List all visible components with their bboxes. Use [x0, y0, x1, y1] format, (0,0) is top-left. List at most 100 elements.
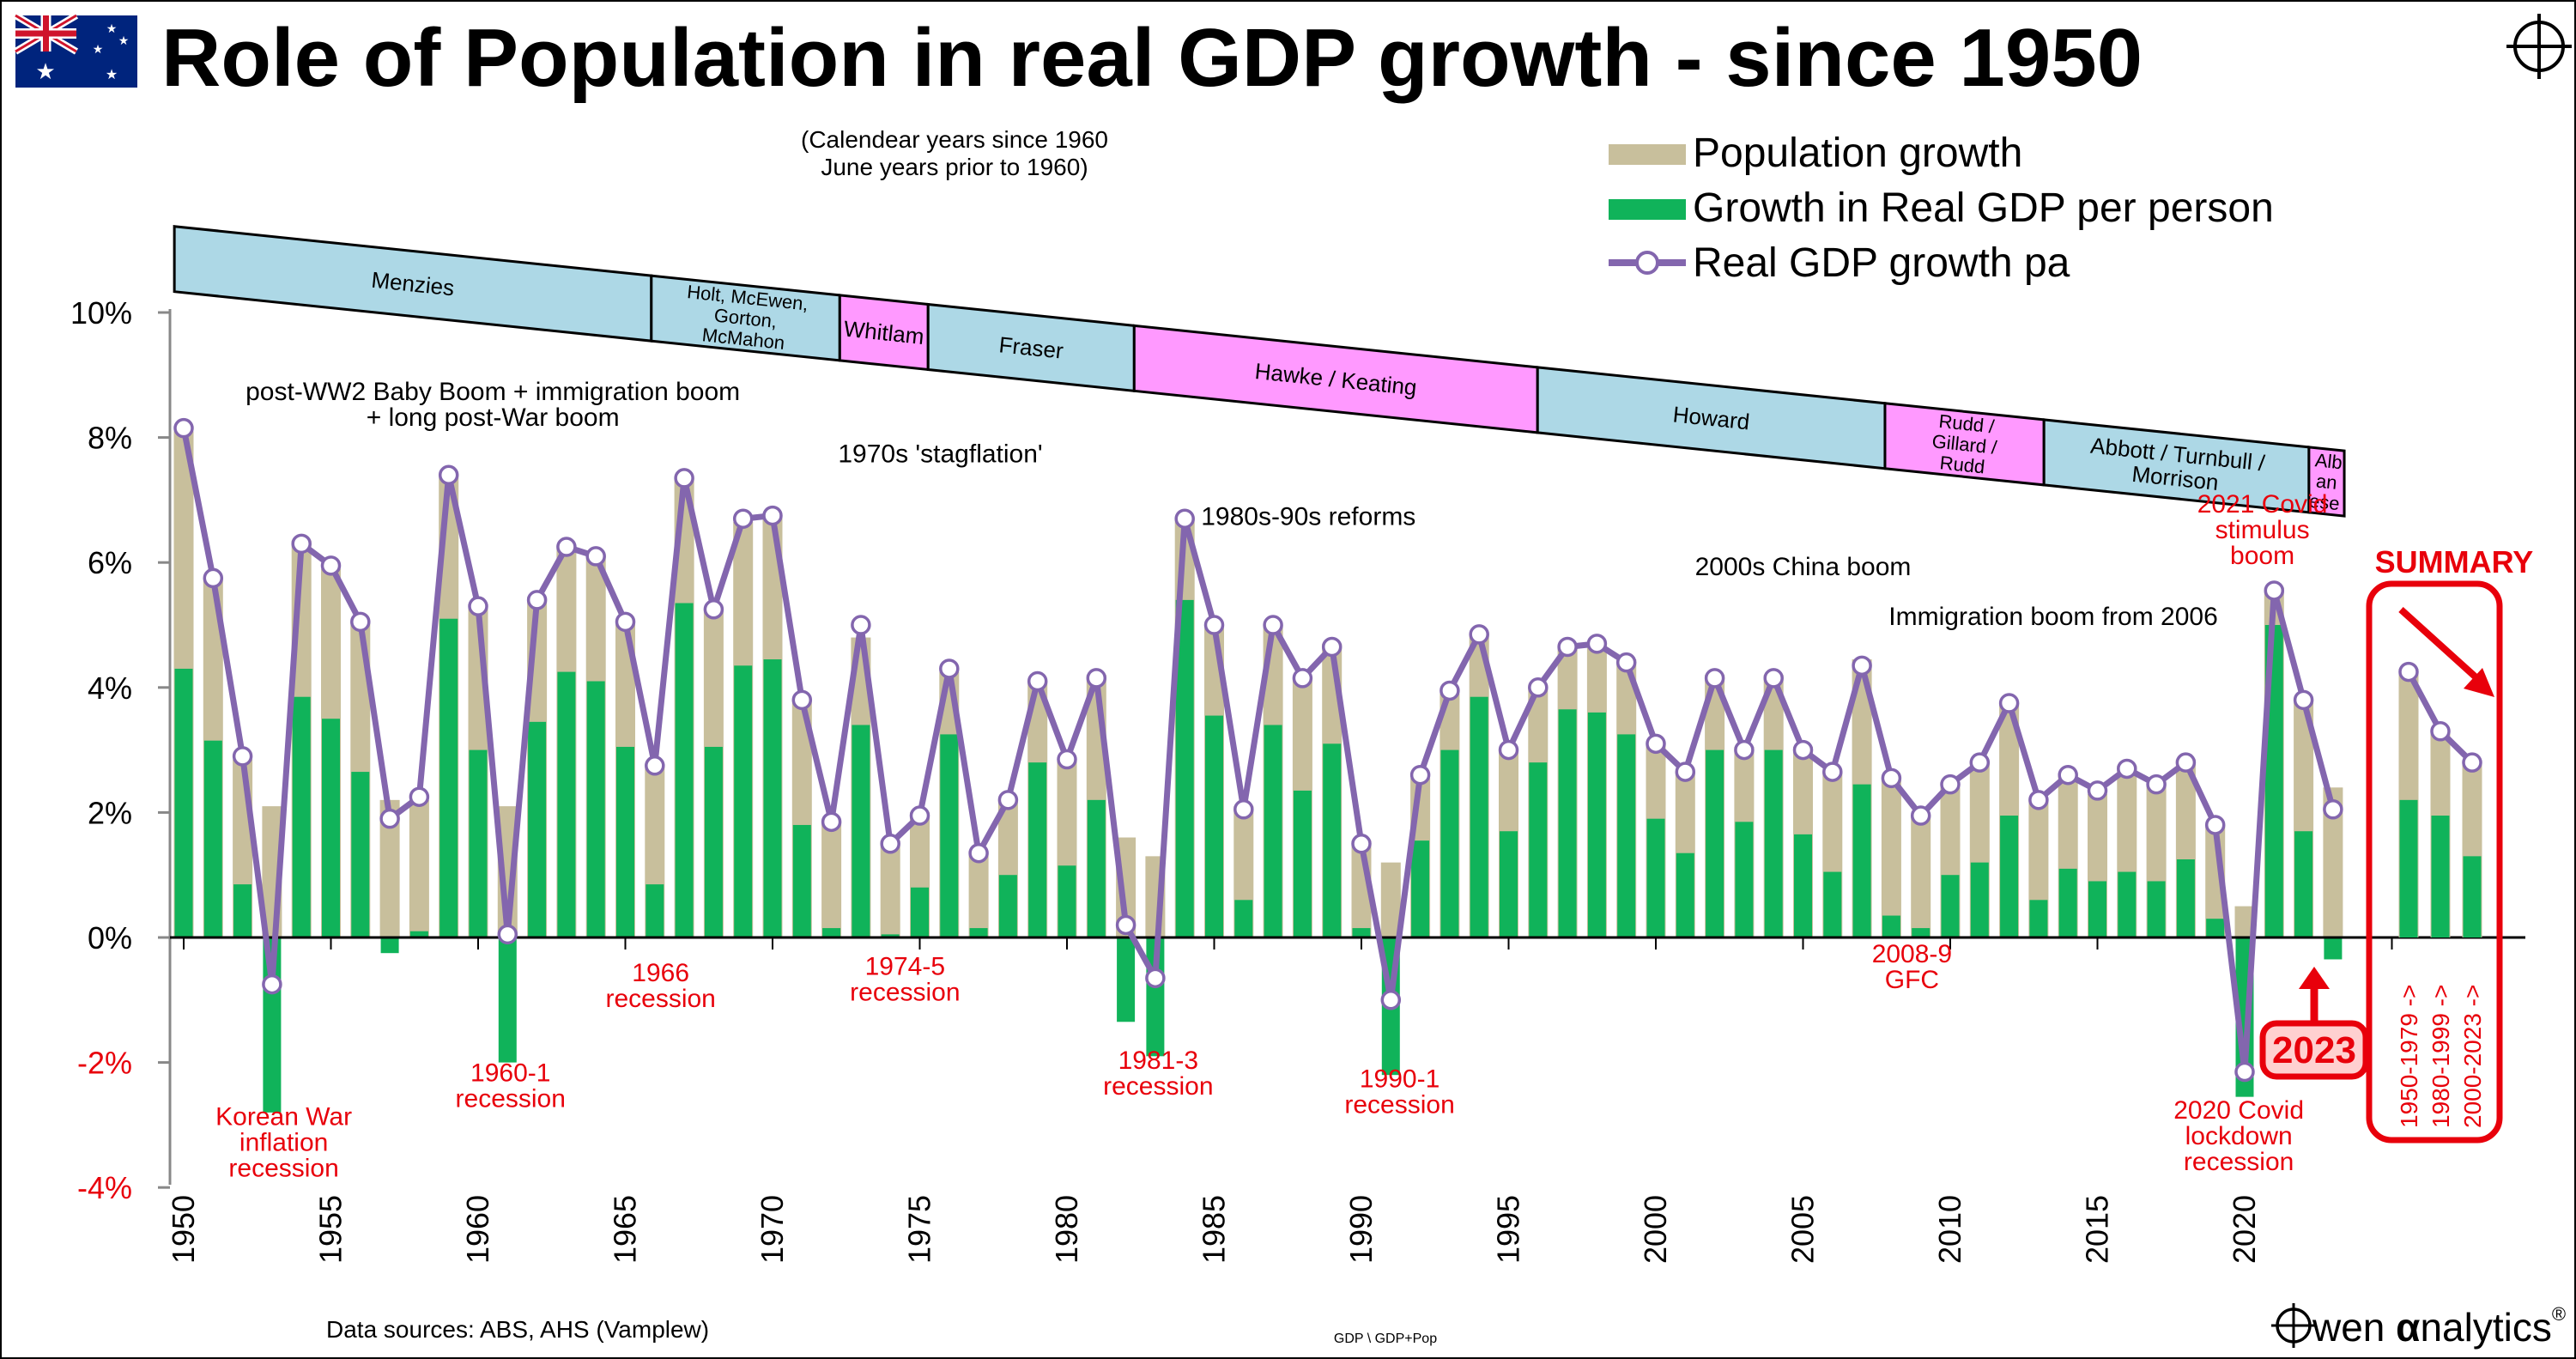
x-tick-label: 1965: [608, 1195, 643, 1264]
real-gdp-point-1987: [1263, 615, 1283, 635]
summary-point: [2462, 752, 2482, 773]
chart-subtitle-line-2: June years prior to 1960): [821, 154, 1088, 180]
real-gdp-point-1991: [1380, 990, 1402, 1010]
bar-gdp-per-person-1964: [586, 681, 605, 937]
annotation-text: 1980s-90s reforms: [1201, 503, 1415, 531]
legend-swatch-gdp-per-person: [1609, 199, 1686, 220]
annotation-text: recession: [2184, 1148, 2294, 1176]
x-tick-label: 1950: [166, 1195, 201, 1264]
bar-gdp-per-person-1996: [1529, 762, 1548, 937]
summary-bar-gdp-per-person: [2399, 799, 2418, 937]
annotation-text: Immigration boom from 2006: [1888, 603, 2218, 631]
real-gdp-point-2010: [1940, 774, 1961, 795]
x-tick-label: 1990: [1343, 1195, 1379, 1264]
real-gdp-point-2020: [2234, 1061, 2255, 1083]
real-gdp-point-1957: [379, 808, 400, 829]
bar-gdp-per-person-2003: [1735, 822, 1754, 937]
bar-population-1991: [1380, 862, 1401, 937]
bar-gdp-per-person-2013: [2029, 900, 2048, 937]
x-tick-label: 2015: [2080, 1195, 2115, 1264]
bar-gdp-per-person-2007: [1852, 784, 1871, 937]
y-tick-label: 0%: [88, 920, 132, 956]
bar-population-2020: [2234, 906, 2255, 937]
real-gdp-point-1977: [968, 842, 989, 864]
annotation-text: 1960-1: [470, 1059, 550, 1087]
y-tick-label: 6%: [88, 545, 132, 580]
bar-gdp-per-person-1965: [616, 746, 634, 937]
bar-gdp-per-person-1993: [1440, 749, 1459, 937]
annotation-text: recession: [850, 979, 960, 1007]
summary-label: 2000-2023 ->: [2459, 985, 2486, 1128]
real-gdp-point-1962: [526, 590, 548, 610]
real-gdp-point-2018: [2175, 752, 2197, 773]
real-gdp-point-1980: [1057, 749, 1077, 770]
x-tick-label: 1975: [902, 1195, 937, 1264]
bar-population-2008: [1881, 778, 1901, 937]
bar-gdp-per-person-1968: [704, 746, 723, 937]
bar-gdp-per-person-1958: [409, 931, 428, 937]
real-gdp-point-1953: [262, 974, 282, 995]
annotation-text: 2000s China boom: [1695, 553, 1912, 581]
real-gdp-point-1958: [409, 786, 430, 807]
government-band: Rudd /Gillard /Rudd: [1883, 402, 2046, 487]
highlight-2023: 2023: [2259, 967, 2369, 1080]
real-gdp-point-2005: [1792, 739, 1814, 761]
bar-gdp-per-person-1985: [1205, 715, 1223, 937]
annotation-text: boom: [2230, 542, 2294, 570]
real-gdp-point-1959: [438, 464, 459, 486]
government-band-box: [2307, 446, 2346, 518]
real-gdp-point-2003: [1734, 739, 1755, 761]
real-gdp-point-1996: [1528, 677, 1549, 698]
bar-gdp-per-person-1971: [792, 824, 811, 937]
y-tick-label: 2%: [88, 795, 132, 830]
summary-title: SUMMARY: [2375, 544, 2534, 579]
legend-marker-real-gdp: [1635, 251, 1659, 275]
real-gdp-point-1981: [1086, 668, 1107, 689]
bar-gdp-per-person-1995: [1500, 831, 1518, 937]
real-gdp-point-1968: [703, 599, 724, 620]
bar-gdp-per-person-2010: [1941, 875, 1960, 937]
real-gdp-point-2004: [1763, 668, 1784, 689]
real-gdp-point-1989: [1321, 636, 1343, 658]
real-gdp-point-1963: [556, 537, 577, 557]
real-gdp-point-2000: [1646, 733, 1666, 755]
x-tick-label: 1985: [1197, 1195, 1232, 1264]
y-tick-label: -2%: [77, 1046, 132, 1081]
annotation-text: 2021 Covid: [2197, 490, 2328, 519]
bar-gdp-per-person-1962: [528, 721, 547, 937]
annotation-text: Korean War: [215, 1102, 352, 1131]
real-gdp-line: [173, 417, 2343, 1083]
summary-point: [2398, 661, 2419, 683]
real-gdp-point-1997: [1557, 636, 1578, 658]
real-gdp-point-1984: [1174, 508, 1195, 529]
summary-bar-gdp-per-person: [2463, 856, 2482, 937]
y-tick-label: 10%: [70, 295, 132, 331]
chart-subtitle-line-1: (Calendear years since 1960: [801, 126, 1108, 153]
bars: [173, 431, 2343, 1113]
summary-label: 1950-1979 ->: [2396, 985, 2422, 1128]
bar-population-1977: [968, 852, 989, 937]
real-gdp-point-1965: [615, 611, 636, 633]
real-gdp-point-1969: [732, 508, 754, 529]
bar-gdp-per-person-2019: [2206, 919, 2225, 937]
annotation-text: 1990-1: [1360, 1065, 1440, 1094]
annotation-text: 1970s 'stagflation': [838, 440, 1042, 469]
bar-gdp-per-person-1955: [322, 719, 340, 937]
annotation-text: lockdown: [2185, 1122, 2293, 1150]
chart-code: GDP \ GDP+Pop: [1334, 1332, 1437, 1346]
real-gdp-point-1974: [880, 834, 900, 854]
annotation-text: + long post-War boom: [367, 403, 620, 432]
real-gdp-point-1956: [350, 611, 371, 633]
bar-gdp-per-person-2009: [1912, 928, 1930, 937]
real-gdp-point-1992: [1409, 764, 1431, 786]
chart-title: Role of Population in real GDP growth - …: [161, 12, 2143, 104]
summary-bar-gdp-per-person: [2431, 816, 2450, 937]
real-gdp-point-2009: [1910, 805, 1931, 826]
real-gdp-point-2012: [1998, 693, 2020, 713]
real-gdp-point-1986: [1233, 799, 1254, 820]
bar-gdp-per-person-2014: [2058, 868, 2077, 937]
brand-registered: ®: [2552, 1303, 2566, 1325]
bar-gdp-per-person-1960: [469, 749, 488, 937]
real-gdp-point-2002: [1704, 668, 1725, 689]
bar-gdp-per-person-2012: [2000, 816, 2019, 937]
